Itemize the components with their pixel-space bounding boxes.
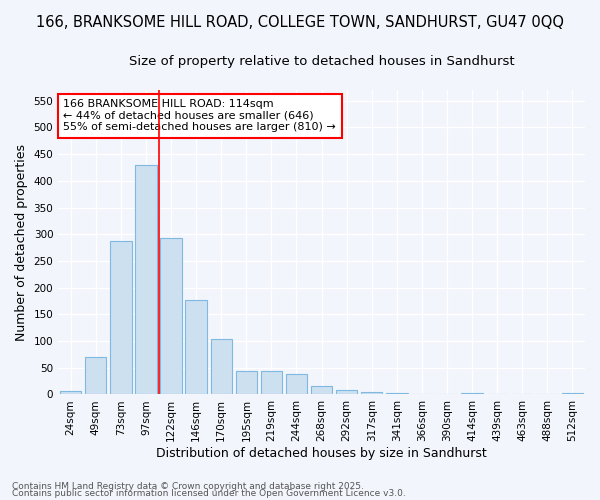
Bar (211, 339, 232, 394)
Bar (160, 238, 182, 394)
Bar (286, 374, 307, 394)
Text: Contains public sector information licensed under the Open Government Licence v3: Contains public sector information licen… (12, 489, 406, 498)
Bar (261, 371, 282, 394)
Bar (60, 390, 82, 394)
X-axis label: Distribution of detached houses by size in Sandhurst: Distribution of detached houses by size … (156, 447, 487, 460)
Y-axis label: Number of detached properties: Number of detached properties (15, 144, 28, 340)
Bar (311, 386, 332, 394)
Text: 166 BRANKSOME HILL ROAD: 114sqm
← 44% of detached houses are smaller (646)
55% o: 166 BRANKSOME HILL ROAD: 114sqm ← 44% of… (64, 99, 336, 132)
Bar (136, 165, 157, 394)
Bar (110, 240, 131, 394)
Bar (461, 393, 483, 394)
Bar (336, 390, 358, 394)
Bar (85, 357, 106, 395)
Title: Size of property relative to detached houses in Sandhurst: Size of property relative to detached ho… (129, 55, 514, 68)
Text: 166, BRANKSOME HILL ROAD, COLLEGE TOWN, SANDHURST, GU47 0QQ: 166, BRANKSOME HILL ROAD, COLLEGE TOWN, … (36, 15, 564, 30)
Bar (361, 392, 382, 394)
Bar (236, 371, 257, 394)
Text: Contains HM Land Registry data © Crown copyright and database right 2025.: Contains HM Land Registry data © Crown c… (12, 482, 364, 491)
Bar (185, 300, 207, 394)
